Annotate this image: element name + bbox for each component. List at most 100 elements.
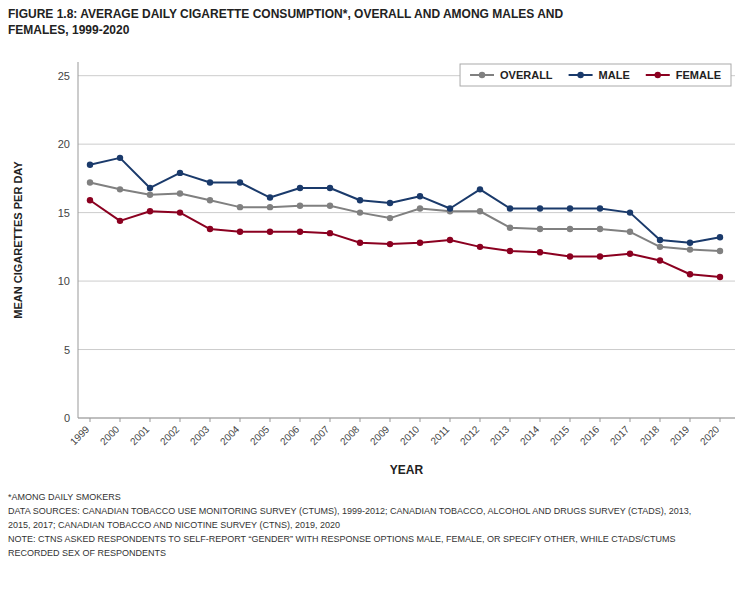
point xyxy=(657,257,663,263)
point xyxy=(297,203,303,209)
point xyxy=(387,241,393,247)
legend: OVERALL MALE FEMALE xyxy=(460,64,731,86)
x-tick xyxy=(180,418,181,422)
point xyxy=(507,248,513,254)
legend-box xyxy=(460,64,731,86)
x-tick-label: 2014 xyxy=(518,423,542,447)
point xyxy=(507,205,513,211)
x-tick-label: 2003 xyxy=(188,423,212,447)
series-line xyxy=(90,200,720,277)
x-tick-label: 2004 xyxy=(218,423,242,447)
point xyxy=(357,209,363,215)
point xyxy=(147,208,153,214)
point xyxy=(477,186,483,192)
x-tick-label: 2008 xyxy=(338,423,362,447)
grid xyxy=(78,76,735,418)
point xyxy=(537,249,543,255)
point xyxy=(537,226,543,232)
y-tick-label: 15 xyxy=(58,207,70,219)
x-tick xyxy=(480,418,481,422)
x-tick xyxy=(690,418,691,422)
point xyxy=(387,200,393,206)
point xyxy=(357,240,363,246)
x-tick xyxy=(90,418,91,422)
x-tick-label: 2018 xyxy=(638,423,662,447)
point xyxy=(417,193,423,199)
legend-item: MALE xyxy=(569,69,630,81)
point xyxy=(387,215,393,221)
legend-marker xyxy=(655,72,661,78)
x-tick xyxy=(720,418,721,422)
point xyxy=(597,205,603,211)
point xyxy=(267,229,273,235)
point xyxy=(597,253,603,259)
x-tick-label: 1999 xyxy=(68,423,92,447)
point xyxy=(117,218,123,224)
point xyxy=(87,179,93,185)
point xyxy=(417,240,423,246)
chart: FIGURE 1.8: AVERAGE DAILY CIGARETTE CONS… xyxy=(0,0,750,593)
point xyxy=(507,224,513,230)
y-tick-label: 0 xyxy=(64,412,70,424)
x-tick xyxy=(570,418,571,422)
point xyxy=(567,253,573,259)
x-axis xyxy=(78,418,735,419)
x-tick-label: 2016 xyxy=(578,423,602,447)
x-tick-label: 2019 xyxy=(668,423,692,447)
subtitle: FEMALES, 1999-2020 xyxy=(8,23,130,37)
footnote: DATA SOURCES: CANADIAN TOBACCO USE MONIT… xyxy=(8,506,691,516)
point xyxy=(567,226,573,232)
footnote: RECORDED SEX OF RESPONDENTS xyxy=(8,548,166,558)
x-tick-label: 2001 xyxy=(128,423,152,447)
y-axis xyxy=(78,62,79,418)
point xyxy=(537,205,543,211)
point xyxy=(117,155,123,161)
point xyxy=(657,244,663,250)
point xyxy=(687,246,693,252)
point xyxy=(327,185,333,191)
x-tick-label: 2020 xyxy=(698,423,722,447)
point xyxy=(177,170,183,176)
point xyxy=(687,271,693,277)
grid-line xyxy=(78,349,735,350)
x-tick-label: 2013 xyxy=(488,423,512,447)
x-tick xyxy=(660,418,661,422)
point xyxy=(717,234,723,240)
legend-label: OVERALL xyxy=(500,69,553,81)
x-tick-label: 2009 xyxy=(368,423,392,447)
x-tick xyxy=(330,418,331,422)
point xyxy=(627,229,633,235)
point xyxy=(267,194,273,200)
y-tick-label: 20 xyxy=(58,138,70,150)
x-tick-label: 2005 xyxy=(248,423,272,447)
point xyxy=(147,185,153,191)
x-tick xyxy=(270,418,271,422)
point xyxy=(147,192,153,198)
x-tick-label: 2002 xyxy=(158,423,182,447)
x-tick xyxy=(600,418,601,422)
x-tick xyxy=(120,418,121,422)
y-tick-label: 25 xyxy=(58,70,70,82)
x-tick-label: 2000 xyxy=(98,423,122,447)
point xyxy=(627,209,633,215)
y-tick-label: 5 xyxy=(64,344,70,356)
point xyxy=(207,197,213,203)
x-tick-label: 2010 xyxy=(398,423,422,447)
x-tick xyxy=(240,418,241,422)
point xyxy=(657,237,663,243)
point xyxy=(597,226,603,232)
point xyxy=(87,161,93,167)
point xyxy=(627,250,633,256)
footnote: 2015, 2017; CANADIAN TOBACCO AND NICOTIN… xyxy=(8,520,340,530)
point xyxy=(267,204,273,210)
series-line xyxy=(90,158,720,243)
point xyxy=(297,185,303,191)
x-tick xyxy=(450,418,451,422)
x-tick xyxy=(510,418,511,422)
legend-label: FEMALE xyxy=(676,69,721,81)
point xyxy=(237,204,243,210)
point xyxy=(417,205,423,211)
y-axis-label: MEAN CIGARETTES PER DAY xyxy=(12,161,24,319)
x-tick-label: 2015 xyxy=(548,423,572,447)
grid-line xyxy=(78,418,735,419)
